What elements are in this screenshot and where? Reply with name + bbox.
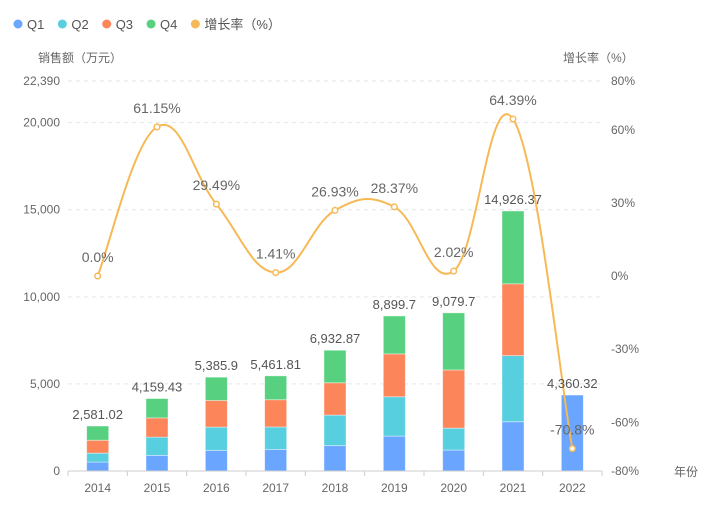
bar-Q3-2019[interactable] — [382, 353, 406, 398]
growth-label: 28.37% — [371, 180, 418, 196]
growth-label: 2.02% — [434, 244, 474, 260]
bar-Q1-2016[interactable] — [204, 449, 228, 472]
y-axis-title-left: 销售额（万元） — [38, 50, 122, 65]
growth-label: 1.41% — [256, 246, 296, 262]
y-tick-label-left: 0 — [53, 464, 60, 478]
x-tick-label: 2016 — [203, 481, 230, 495]
growth-point-2017[interactable] — [272, 269, 280, 277]
legend-marker-4[interactable] — [190, 19, 200, 29]
growth-point-2021[interactable] — [509, 115, 517, 123]
y-tick-label-right: 0% — [611, 269, 629, 283]
y-tick-label-right: -60% — [611, 415, 639, 429]
bar-Q3-2014[interactable] — [86, 439, 110, 454]
legend-marker-3[interactable] — [146, 19, 156, 29]
bar-total-label: 2,581.02 — [72, 407, 123, 422]
legend-marker-0[interactable] — [13, 19, 23, 29]
bar-Q2-2019[interactable] — [382, 396, 406, 437]
bar-Q1-2018[interactable] — [323, 445, 347, 472]
bar-total-label: 4,360.32 — [547, 376, 598, 391]
bar-Q3-2021[interactable] — [501, 283, 525, 357]
bar-total-label: 4,159.43 — [132, 380, 183, 395]
bar-Q1-2017[interactable] — [264, 449, 288, 472]
bar-Q1-2015[interactable] — [145, 454, 169, 472]
growth-label: -70.8% — [550, 422, 594, 438]
bar-Q2-2018[interactable] — [323, 414, 347, 447]
bar-Q3-2017[interactable] — [264, 399, 288, 428]
x-tick-label: 2014 — [84, 481, 111, 495]
growth-point-2018[interactable] — [331, 206, 339, 214]
growth-label: 64.39% — [489, 92, 536, 108]
legend-label[interactable]: Q1 — [27, 17, 44, 32]
bar-Q2-2015[interactable] — [145, 436, 169, 456]
growth-point-2020[interactable] — [450, 267, 458, 275]
bar-total-label: 14,926.37 — [484, 192, 542, 207]
x-tick-label: 2020 — [440, 481, 467, 495]
growth-point-2019[interactable] — [390, 203, 398, 211]
x-tick-label: 2022 — [559, 481, 586, 495]
bar-total-label: 8,899.7 — [373, 297, 416, 312]
x-tick-label: 2017 — [262, 481, 289, 495]
bar-Q4-2019[interactable] — [382, 315, 406, 355]
legend-label[interactable]: Q2 — [71, 17, 88, 32]
bar-total-label: 6,932.87 — [310, 331, 361, 346]
x-tick-label: 2021 — [500, 481, 527, 495]
growth-point-2015[interactable] — [153, 123, 161, 131]
growth-label: 61.15% — [133, 100, 180, 116]
bar-Q4-2017[interactable] — [264, 375, 288, 401]
y-tick-label-left: 5,000 — [30, 377, 60, 391]
bar-Q1-2021[interactable] — [501, 421, 525, 472]
legend-marker-2[interactable] — [102, 19, 112, 29]
y-axis-title-right: 增长率（%） — [563, 50, 634, 65]
y-tick-label-left: 15,000 — [23, 203, 60, 217]
bar-Q3-2016[interactable] — [204, 400, 228, 428]
y-tick-label-right: -80% — [611, 464, 639, 478]
y-tick-label-right: 30% — [611, 196, 635, 210]
bar-Q2-2016[interactable] — [204, 426, 228, 451]
bar-Q3-2020[interactable] — [442, 369, 466, 429]
y-tick-label-left: 20,000 — [23, 116, 60, 130]
y-tick-label-right: -30% — [611, 342, 639, 356]
bar-Q2-2020[interactable] — [442, 427, 466, 451]
bar-Q1-2014[interactable] — [86, 461, 110, 472]
bar-Q4-2021[interactable] — [501, 210, 525, 285]
growth-point-2014[interactable] — [94, 272, 102, 280]
y-tick-label-left: 10,000 — [23, 290, 60, 304]
growth-point-2016[interactable] — [212, 200, 220, 208]
legend-label[interactable]: Q3 — [116, 17, 133, 32]
bar-total-label: 5,461.81 — [250, 357, 301, 372]
x-axis-title: 年份 — [674, 465, 698, 479]
bar-Q1-2020[interactable] — [442, 449, 466, 472]
bar-Q1-2019[interactable] — [382, 435, 406, 472]
bar-Q4-2016[interactable] — [204, 376, 228, 401]
bar-Q4-2015[interactable] — [145, 398, 169, 419]
y-tick-label-left: 22,390 — [23, 74, 60, 88]
growth-label: 0.0% — [82, 249, 114, 265]
legend-marker-1[interactable] — [57, 19, 67, 29]
bar-Q4-2018[interactable] — [323, 349, 347, 384]
bar-Q4-2014[interactable] — [86, 425, 110, 441]
x-tick-label: 2018 — [322, 481, 349, 495]
bar-Q2-2017[interactable] — [264, 426, 288, 450]
bar-Q2-2014[interactable] — [86, 452, 110, 463]
bar-Q3-2018[interactable] — [323, 382, 347, 416]
bar-Q2-2021[interactable] — [501, 355, 525, 423]
y-tick-label-right: 80% — [611, 74, 635, 88]
growth-label: 29.49% — [193, 177, 240, 193]
bar-Q3-2015[interactable] — [145, 417, 169, 438]
bar-Q4-2020[interactable] — [442, 312, 466, 371]
bar-total-label: 9,079.7 — [432, 294, 475, 309]
y-tick-label-right: 60% — [611, 123, 635, 137]
legend: Q1 Q2 Q3 Q4 增长率（%） — [13, 17, 281, 32]
growth-label: 26.93% — [311, 183, 358, 199]
x-tick-label: 2015 — [144, 481, 171, 495]
growth-point-2022[interactable] — [568, 445, 576, 453]
bar-total-label: 5,385.9 — [195, 358, 238, 373]
legend-label[interactable]: Q4 — [160, 17, 177, 32]
legend-label[interactable]: 增长率（%） — [204, 17, 281, 32]
x-tick-label: 2019 — [381, 481, 408, 495]
